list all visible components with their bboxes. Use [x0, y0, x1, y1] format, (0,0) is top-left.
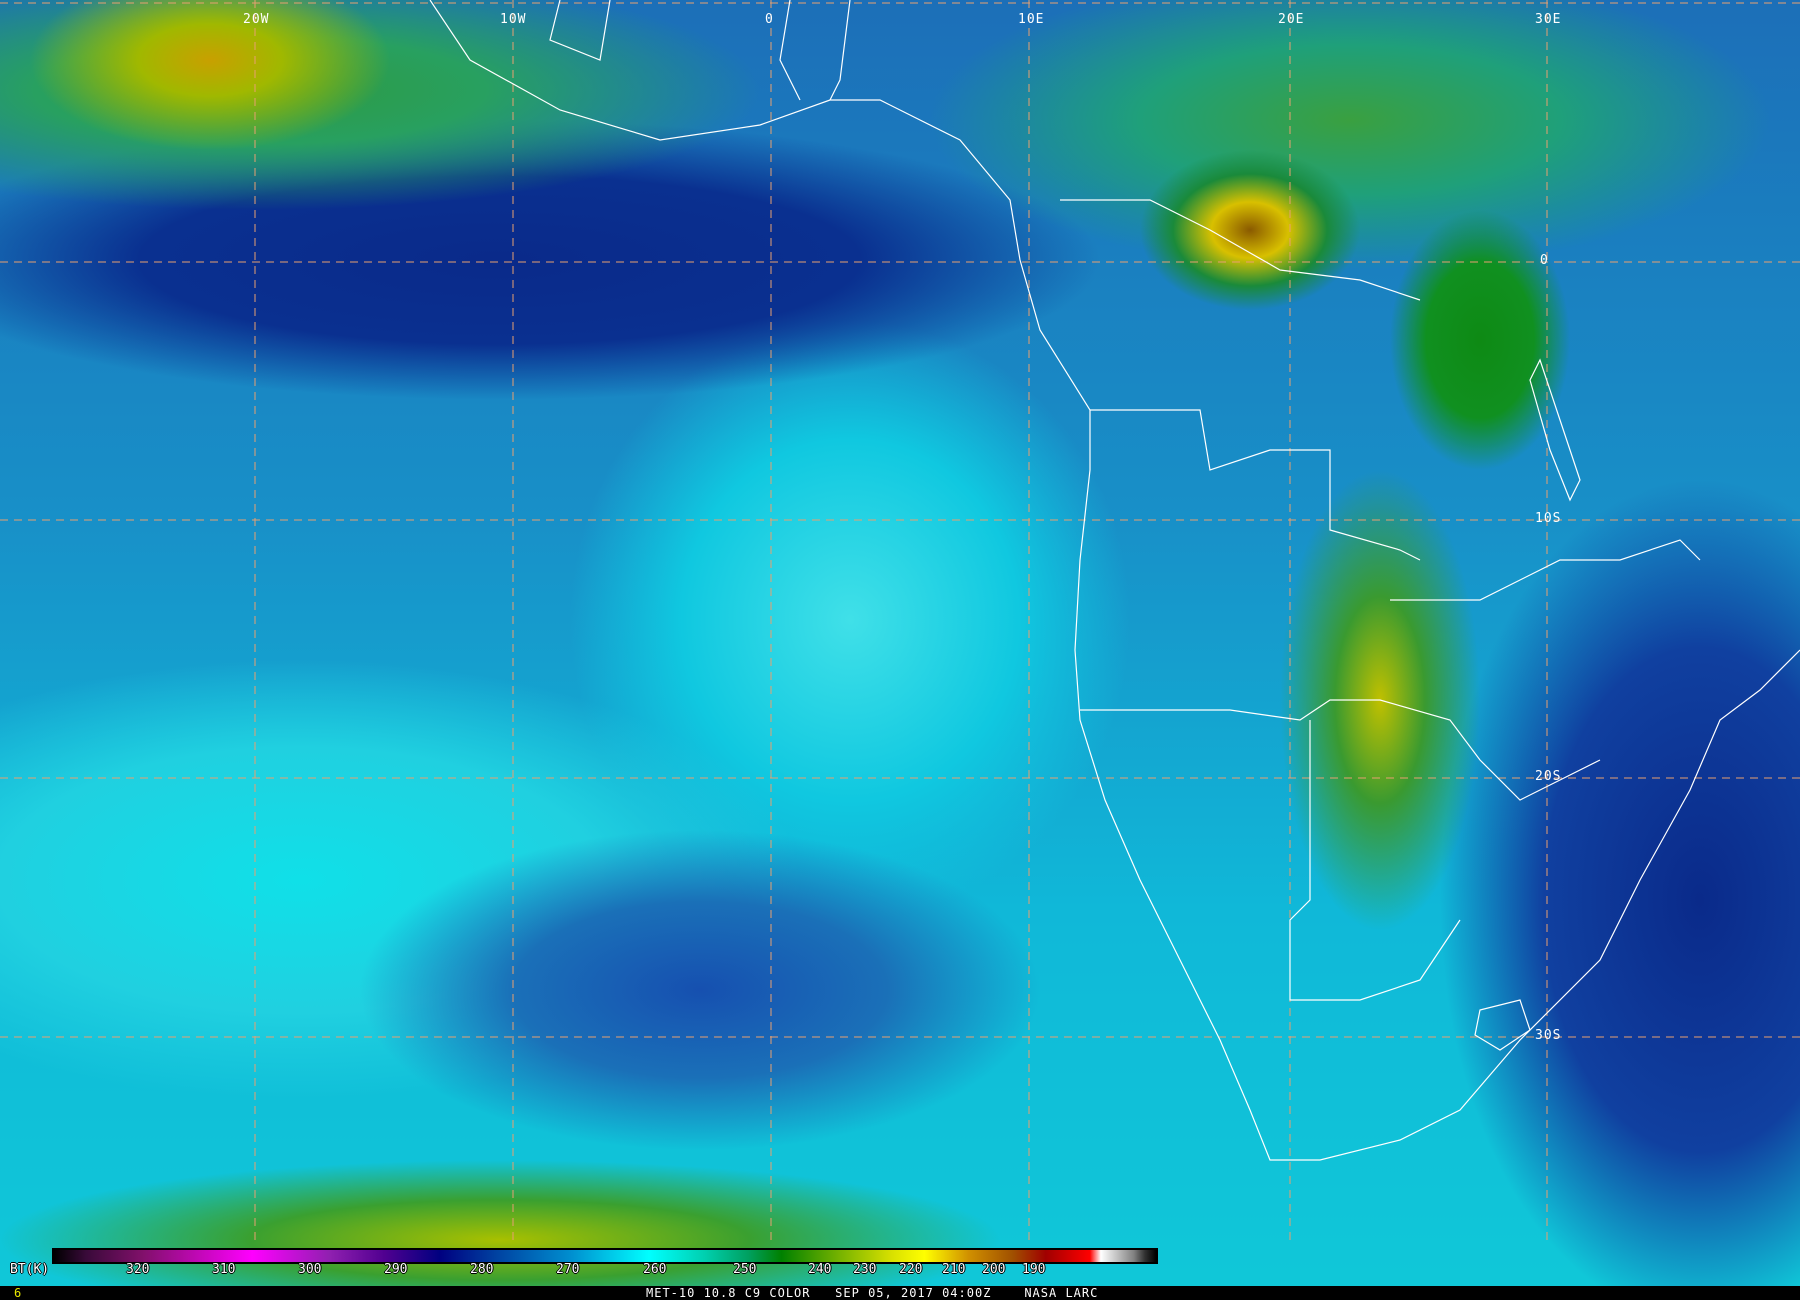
lon-label-20w: 20W [243, 12, 270, 27]
lon-label-10e: 10E [1018, 12, 1045, 27]
footer-bar: 6 MET-10 10.8 C9 COLOR SEP 05, 2017 04:0… [0, 1286, 1800, 1300]
border-3 [1289, 720, 1461, 1001]
colorbar-tick: 190 [1022, 1262, 1046, 1277]
brightness-temperature-colorbar [52, 1248, 1158, 1264]
lesotho [1474, 999, 1531, 1051]
colorbar-tick: 310 [212, 1262, 236, 1277]
border-4 [1390, 539, 1701, 601]
lon-label-20e: 20E [1278, 12, 1305, 27]
colorbar-unit-label: BT(K) [10, 1262, 50, 1277]
border-6 [549, 0, 611, 61]
colorbar-tick: 240 [808, 1262, 832, 1277]
lat-label-10s: 10S [1535, 511, 1562, 526]
colorbar-tick: 260 [643, 1262, 667, 1277]
border-5 [1060, 199, 1421, 301]
border-8 [829, 0, 851, 101]
graticule [0, 0, 1800, 1245]
colorbar-tick: 280 [470, 1262, 494, 1277]
west-africa-coast [429, 0, 1800, 1161]
lat-label-30s: 30S [1535, 1028, 1562, 1043]
lon-label-0: 0 [765, 12, 774, 27]
lat-label-20s: 20S [1535, 769, 1562, 784]
frame-number: 6 [14, 1286, 22, 1300]
colorbar-tick: 320 [126, 1262, 150, 1277]
colorbar-tick: 270 [556, 1262, 580, 1277]
coastlines-borders [429, 0, 1800, 1161]
lon-label-30e: 30E [1535, 12, 1562, 27]
colorbar-tick: 230 [853, 1262, 877, 1277]
colorbar-tick: 300 [298, 1262, 322, 1277]
lake-malawi [1529, 358, 1581, 502]
border-2 [1080, 699, 1601, 801]
lon-label-10w: 10W [500, 12, 527, 27]
colorbar-tick: 250 [733, 1262, 757, 1277]
colorbar-tick: 200 [982, 1262, 1006, 1277]
colorbar-tick: 290 [384, 1262, 408, 1277]
colorbar-tick: 210 [942, 1262, 966, 1277]
colorbar-tick: 220 [899, 1262, 923, 1277]
lat-label-0: 0 [1540, 253, 1549, 268]
border-7 [779, 0, 801, 101]
image-caption: MET-10 10.8 C9 COLOR SEP 05, 2017 04:00Z… [646, 1286, 1099, 1300]
border-1 [1090, 409, 1421, 561]
